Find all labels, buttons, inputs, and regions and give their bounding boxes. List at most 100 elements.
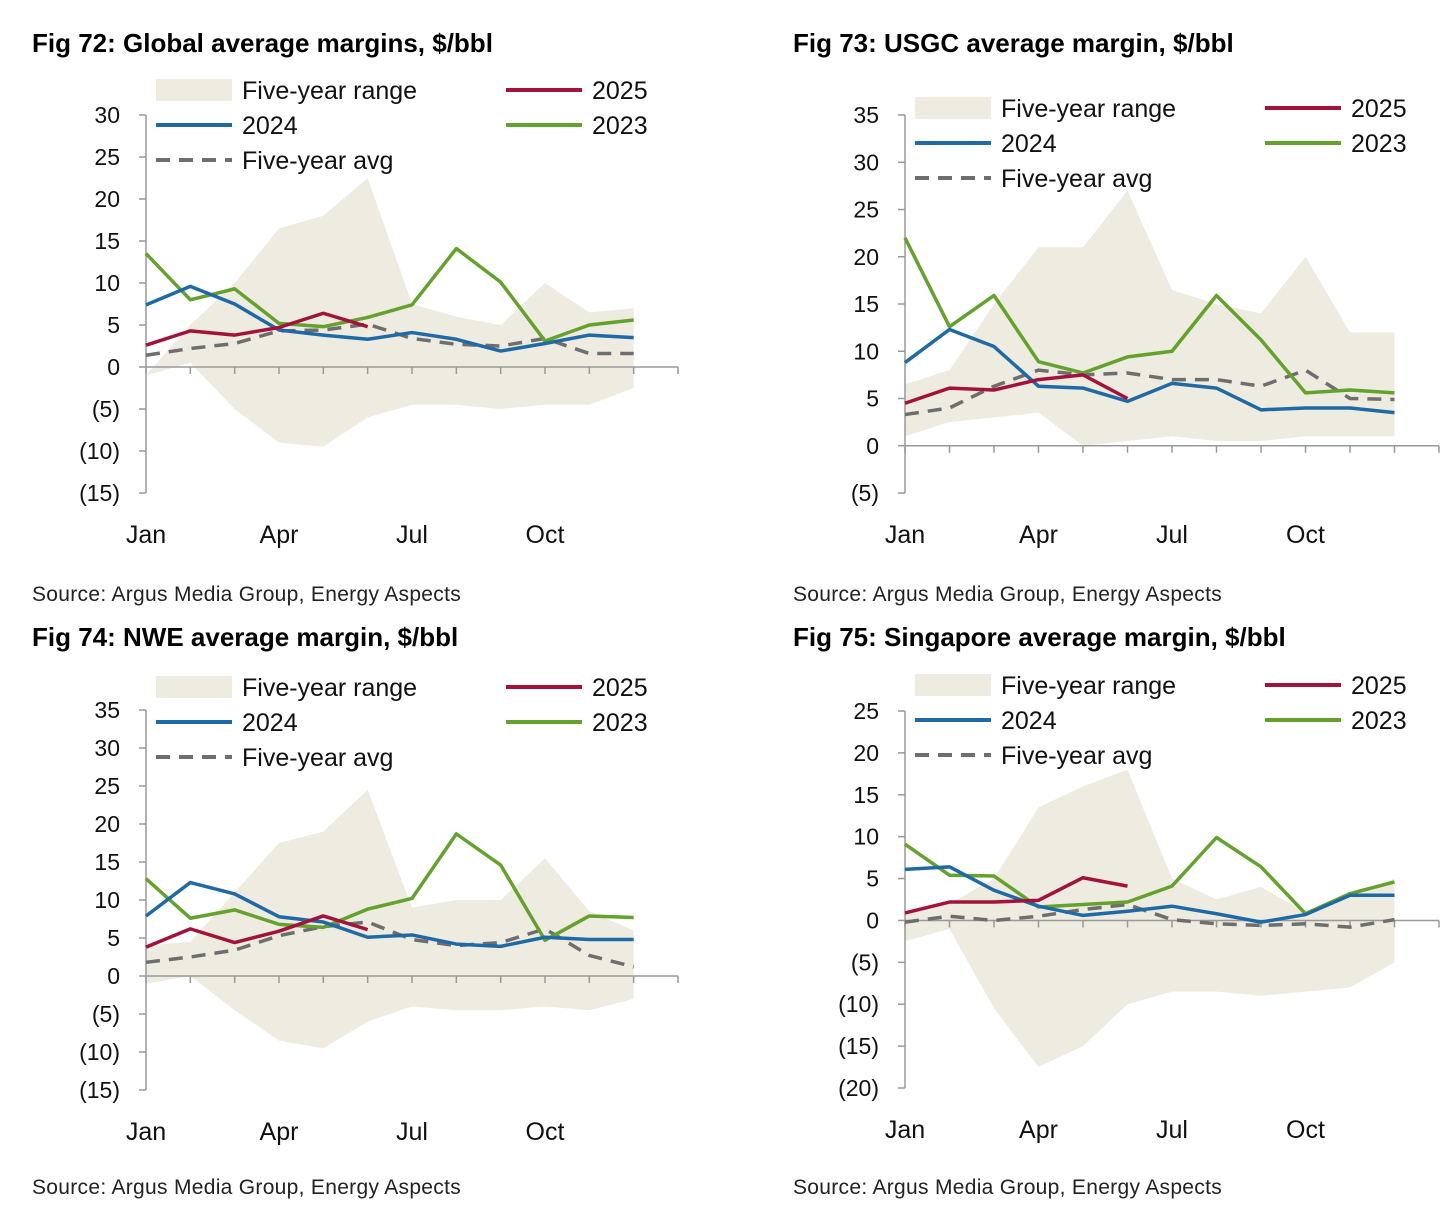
- legend-swatch: [156, 79, 232, 101]
- y-tick-label: 25: [853, 698, 879, 724]
- chart-panel-nwe: Fig 74: NWE average margin, $/bbl 35 30 25…: [32, 622, 712, 1212]
- legend-item-y2024: 2024: [915, 130, 1057, 158]
- legend-item-y2023: 2023: [506, 709, 648, 737]
- y-tick-label: (5): [851, 949, 879, 975]
- legend-label: Five-year range: [242, 674, 417, 702]
- legend-item-y2025: 2025: [1265, 95, 1407, 123]
- legend-item-y2023: 2023: [1265, 130, 1407, 158]
- chart-source: Source: Argus Media Group, Energy Aspect…: [32, 1176, 462, 1199]
- legend-item-y2023: 2023: [506, 112, 648, 140]
- legend-label: 2025: [1351, 672, 1407, 700]
- y-tick-label: 35: [94, 697, 120, 723]
- legend-label: Five-year range: [1001, 672, 1176, 700]
- x-tick-label: Jan: [885, 521, 925, 549]
- y-tick-label: 30: [94, 102, 120, 128]
- y-tick-label: 20: [94, 811, 120, 837]
- x-tick-label: Apr: [1019, 521, 1058, 549]
- y-tick-label: 15: [853, 782, 879, 808]
- y-tick-label: (20): [838, 1075, 879, 1101]
- chart-title: Fig 72: Global average margins, $/bbl: [32, 28, 493, 58]
- y-tick-label: (10): [79, 1039, 120, 1065]
- legend-item-y2025: 2025: [1265, 672, 1407, 700]
- y-tick-label: (15): [79, 480, 120, 506]
- five-year-range-band: [905, 769, 1395, 1068]
- chart-svg: 35 30 25 20 15 10 5 0 (5) (10) (15)Jan Apr Jul Oct Fiv…: [79, 674, 679, 1146]
- legend-label: Five-year range: [242, 77, 417, 105]
- x-tick-label: Oct: [526, 1118, 565, 1146]
- y-tick-label: 10: [94, 887, 120, 913]
- y-tick-label: 0: [866, 433, 879, 459]
- legend-label: Five-year avg: [1001, 165, 1152, 193]
- series-line-y2025: [145, 914, 369, 949]
- x-tick-label: Apr: [1019, 1116, 1058, 1144]
- legend-item-y2024: 2024: [915, 707, 1057, 735]
- legend-swatch: [915, 674, 991, 696]
- legend-item-y2025: 2025: [506, 674, 648, 702]
- legend-label: Five-year avg: [1001, 742, 1152, 770]
- y-tick-label: 5: [866, 386, 879, 412]
- series-line-y2025: [904, 875, 1128, 915]
- legend-label: 2024: [1001, 707, 1057, 735]
- series-line-avg: [145, 920, 635, 969]
- legend-label: Five-year avg: [242, 147, 393, 175]
- legend-item-y2024: 2024: [156, 709, 298, 737]
- x-tick-label: Apr: [260, 1118, 299, 1146]
- legend-label: 2025: [592, 674, 648, 702]
- chart-title: Fig 74: NWE average margin, $/bbl: [32, 622, 459, 652]
- x-tick-label: Jul: [1156, 1116, 1188, 1144]
- y-tick-label: 15: [853, 291, 879, 317]
- legend-label: 2025: [1351, 95, 1407, 123]
- series-line-y2025: [904, 373, 1129, 405]
- five-year-range-band: [146, 789, 634, 1049]
- legend-item-range: Five-year range: [156, 77, 417, 105]
- legend-label: 2023: [592, 709, 648, 737]
- y-tick-label: 5: [107, 925, 120, 951]
- x-tick-label: Oct: [1286, 521, 1325, 549]
- legend-item-avg: Five-year avg: [156, 147, 393, 175]
- series-line-y2024: [144, 880, 634, 949]
- legend-item-avg: Five-year avg: [915, 742, 1152, 770]
- x-tick-label: Jan: [885, 1116, 925, 1144]
- legend-swatch: [915, 97, 991, 119]
- series-line-y2023: [903, 237, 1395, 395]
- y-tick-label: 25: [94, 773, 120, 799]
- legend-item-avg: Five-year avg: [156, 744, 393, 772]
- chart-title: Fig 73: USGC average margin, $/bbl: [793, 28, 1234, 58]
- y-tick-label: 25: [94, 144, 120, 170]
- y-tick-label: (10): [79, 438, 120, 464]
- y-tick-label: (15): [79, 1077, 120, 1103]
- legend-label: 2024: [242, 709, 298, 737]
- series-line-y2023: [144, 246, 634, 343]
- y-tick-label: 20: [853, 740, 879, 766]
- y-tick-label: 5: [107, 312, 120, 338]
- x-tick-label: Jul: [1156, 521, 1188, 549]
- chart-source: Source: Argus Media Group, Energy Aspect…: [32, 583, 462, 606]
- x-tick-label: Jan: [126, 1118, 166, 1146]
- legend-label: Five-year range: [1001, 95, 1176, 123]
- legend-label: 2024: [242, 112, 298, 140]
- y-tick-label: 35: [853, 102, 879, 128]
- legend-item-y2023: 2023: [1265, 707, 1407, 735]
- series-line-avg: [904, 902, 1395, 929]
- legend-label: 2023: [1351, 130, 1407, 158]
- y-tick-label: 30: [853, 149, 879, 175]
- series-line-y2024: [904, 865, 1395, 924]
- legend-item-y2024: 2024: [156, 112, 298, 140]
- y-tick-label: 0: [107, 354, 120, 380]
- series-line-y2025: [145, 311, 369, 347]
- chart-panel-usgc: Fig 73: USGC average margin, $/bbl 35 30 2…: [793, 28, 1453, 618]
- chart-source: Source: Argus Media Group, Energy Aspect…: [793, 583, 1223, 606]
- y-tick-label: 20: [94, 186, 120, 212]
- legend-swatch: [156, 676, 232, 698]
- legend-item-avg: Five-year avg: [915, 165, 1152, 193]
- legend-label: 2023: [1351, 707, 1407, 735]
- y-tick-label: (10): [838, 991, 879, 1017]
- chart-svg: 30 25 20 15 10 5 0 (5) (10) (15)Jan Apr Jul Oct Five-…: [79, 77, 679, 549]
- legend-item-range: Five-year range: [156, 674, 417, 702]
- y-tick-label: 15: [94, 228, 120, 254]
- series-line-avg: [904, 368, 1395, 417]
- y-tick-label: (5): [92, 396, 120, 422]
- x-tick-label: Oct: [526, 521, 565, 549]
- series-line-y2024: [145, 284, 634, 353]
- y-tick-label: 10: [853, 338, 879, 364]
